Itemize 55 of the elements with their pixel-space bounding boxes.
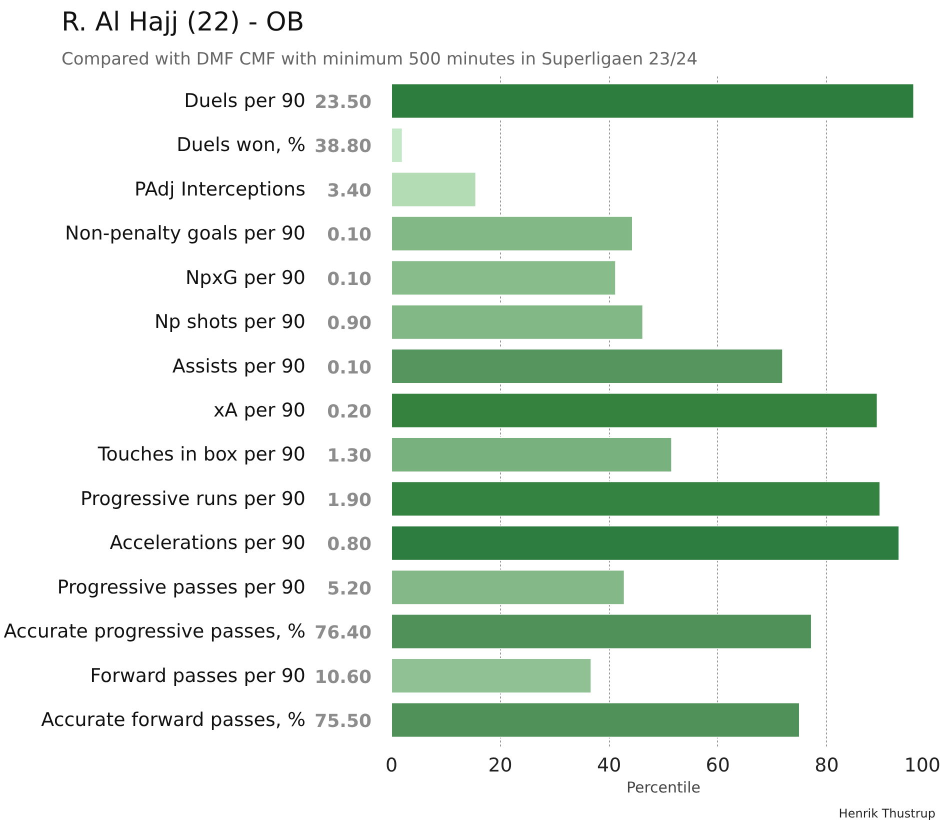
bar — [392, 348, 784, 384]
text: 0.80 — [327, 534, 372, 556]
y-tick-label: Touches in box per 90 — [96, 444, 306, 466]
y-tick-label: xA per 90 — [213, 400, 306, 422]
y-tick-label: Progressive passes per 90 — [57, 576, 306, 598]
bar — [392, 216, 633, 252]
bar — [392, 570, 625, 606]
text: 10.60 — [314, 666, 372, 688]
y-tick-label: Duels won, % — [176, 134, 306, 156]
bar — [392, 260, 616, 296]
x-tick-label: 0 — [385, 754, 398, 776]
bar — [392, 614, 812, 650]
text: 76.40 — [314, 622, 372, 644]
bar — [392, 481, 881, 517]
chart-subtitle: Compared with DMF CMF with minimum 500 minutes in Superligaen 23/24 — [62, 50, 698, 70]
text: 0.10 — [327, 357, 372, 378]
bar — [392, 658, 592, 694]
text: 0.20 — [327, 402, 372, 422]
bar — [392, 127, 403, 163]
text: R. Al Hajj (22) - OB — [62, 8, 304, 38]
text: 3.40 — [327, 180, 372, 202]
x-tick-label: 60 — [706, 754, 730, 776]
text: 5.20 — [327, 578, 372, 600]
text: 1.30 — [327, 446, 372, 467]
x-tick-label: 100 — [904, 754, 940, 776]
text: 38.80 — [314, 136, 372, 158]
y-tick-label: Assists per 90 — [172, 355, 306, 378]
y-tick-label: Accelerations per 90 — [110, 532, 306, 554]
text: Henrik Thustrup — [838, 806, 936, 820]
bar — [392, 436, 672, 472]
y-tick-label: Forward passes per 90 — [90, 664, 306, 687]
x-axis-title: Percentile — [626, 778, 701, 796]
text: 0.10 — [327, 224, 372, 246]
y-tick-label: Progressive runs per 90 — [80, 488, 306, 510]
text: 0.90 — [327, 313, 372, 334]
text: 0.10 — [327, 268, 372, 290]
y-tick-label: Non-penalty goals per 90 — [64, 222, 306, 245]
text: 23.50 — [314, 92, 372, 114]
bar — [392, 83, 914, 119]
text: 1.90 — [327, 490, 372, 511]
text: 75.50 — [314, 710, 372, 732]
y-tick-label: NpxG per 90 — [185, 266, 306, 289]
bar — [392, 702, 800, 738]
x-tick-label: 20 — [488, 754, 512, 776]
bar — [392, 304, 644, 340]
x-tick-label: 80 — [814, 754, 839, 776]
bar — [392, 525, 900, 561]
y-tick-label: Duels per 90 — [184, 90, 306, 112]
bar — [392, 172, 476, 208]
x-tick-label: 40 — [597, 754, 622, 776]
y-tick-label: Accurate progressive passes, % — [4, 620, 306, 643]
y-tick-label: Accurate forward passes, % — [41, 708, 306, 731]
y-tick-label: Np shots per 90 — [154, 311, 306, 334]
bar — [392, 392, 878, 428]
y-tick-label: PAdj Interceptions — [134, 178, 306, 200]
